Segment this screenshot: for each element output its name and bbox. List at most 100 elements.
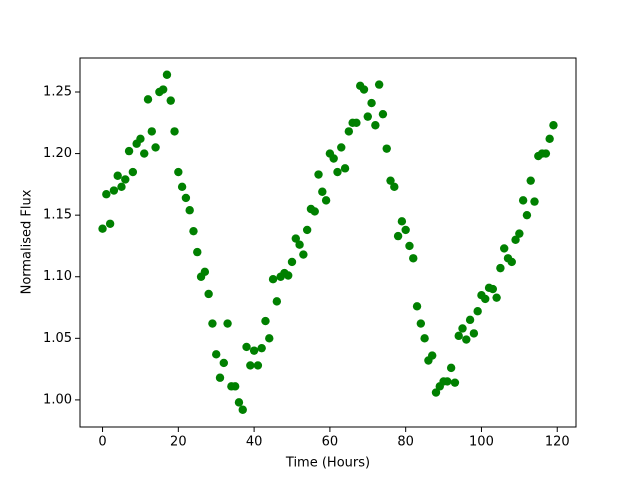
- point: [488, 284, 498, 294]
- point: [412, 302, 422, 311]
- point: [492, 293, 501, 302]
- x-tick-label: 120: [545, 435, 570, 450]
- point: [363, 112, 372, 121]
- point: [458, 324, 467, 333]
- point: [545, 134, 554, 143]
- point: [526, 176, 535, 185]
- point: [295, 240, 304, 249]
- point: [124, 146, 134, 156]
- point: [393, 231, 403, 241]
- point: [193, 247, 202, 257]
- point: [359, 85, 369, 94]
- point: [128, 167, 138, 177]
- point: [143, 95, 153, 104]
- point: [215, 373, 225, 382]
- point: [344, 127, 354, 136]
- point: [420, 334, 429, 343]
- point: [246, 361, 255, 370]
- y-tick-label: 1.10: [43, 269, 72, 284]
- point: [140, 149, 149, 158]
- point: [302, 225, 312, 235]
- y-tick-label: 1.05: [43, 331, 72, 346]
- point: [113, 171, 122, 180]
- point: [291, 234, 300, 243]
- y-tick-label: 1.15: [43, 208, 72, 223]
- point: [462, 335, 471, 344]
- point: [382, 144, 391, 153]
- point: [367, 98, 376, 108]
- point: [174, 167, 183, 177]
- point: [465, 315, 475, 325]
- point: [446, 363, 456, 373]
- point: [212, 350, 221, 359]
- y-tick-label: 1.25: [43, 84, 72, 99]
- point: [337, 143, 346, 152]
- point: [416, 319, 426, 328]
- point: [518, 196, 528, 205]
- point: [333, 167, 342, 177]
- point: [166, 96, 175, 105]
- point: [481, 294, 490, 304]
- point: [230, 382, 240, 391]
- point: [541, 149, 551, 158]
- point: [158, 85, 168, 94]
- x-tick-label: 0: [98, 435, 106, 450]
- x-axis-label: Time (Hours): [285, 456, 370, 471]
- point: [170, 127, 179, 136]
- point: [473, 307, 482, 316]
- point: [268, 275, 278, 284]
- point: [386, 176, 395, 185]
- point: [371, 121, 380, 130]
- point: [299, 250, 308, 259]
- point: [105, 219, 115, 228]
- point: [219, 358, 228, 368]
- point: [102, 190, 111, 199]
- point: [109, 186, 119, 195]
- point: [496, 263, 505, 273]
- point: [318, 187, 327, 196]
- point: [234, 398, 244, 407]
- point: [117, 182, 126, 192]
- point: [374, 80, 384, 89]
- point: [469, 329, 479, 338]
- point: [443, 377, 452, 386]
- point: [238, 405, 247, 414]
- point: [242, 342, 251, 352]
- point: [189, 226, 198, 236]
- point: [136, 134, 145, 143]
- x-tick-label: 80: [397, 435, 414, 450]
- point: [177, 182, 187, 192]
- point: [223, 319, 232, 328]
- point: [121, 175, 130, 184]
- x-tick-label: 60: [322, 435, 339, 450]
- point: [257, 343, 266, 353]
- point: [522, 210, 532, 220]
- point: [397, 217, 407, 226]
- point: [98, 224, 107, 233]
- point: [549, 121, 558, 130]
- point: [515, 229, 524, 238]
- y-tick-label: 1.00: [43, 392, 72, 407]
- point: [287, 257, 297, 267]
- point: [314, 170, 323, 179]
- x-tick-label: 100: [469, 435, 494, 450]
- point: [253, 361, 263, 370]
- point: [454, 331, 463, 341]
- point: [450, 378, 460, 387]
- point: [265, 334, 274, 343]
- point: [272, 297, 282, 306]
- point: [204, 289, 213, 299]
- point: [200, 267, 210, 277]
- point: [511, 235, 520, 244]
- point: [428, 351, 437, 360]
- point: [284, 271, 293, 280]
- point: [329, 154, 338, 163]
- point: [507, 257, 516, 267]
- point: [390, 182, 399, 192]
- plot-frame: [79, 57, 577, 428]
- point: [401, 225, 410, 235]
- point: [431, 388, 441, 397]
- point: [340, 164, 350, 173]
